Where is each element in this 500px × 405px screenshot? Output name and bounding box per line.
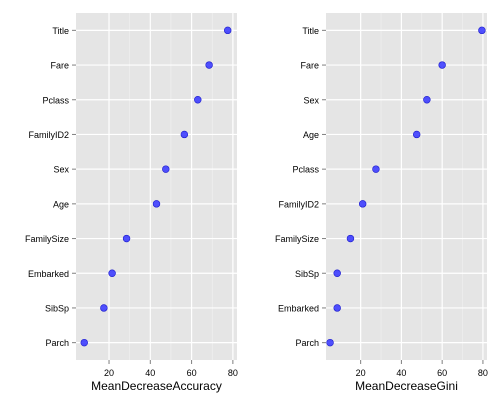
y-tick-label: SibSp (295, 269, 319, 279)
y-tick-label: Parch (295, 338, 319, 348)
y-tick-label: Age (303, 130, 319, 140)
y-tick-label: Fare (50, 61, 69, 71)
y-tick-label: Pclass (42, 95, 69, 105)
y-tick-label: Sex (303, 95, 319, 105)
x-tick-label: 20 (356, 368, 366, 378)
data-point (194, 96, 202, 104)
data-point (412, 130, 421, 139)
y-tick-label: Sex (53, 165, 69, 175)
y-tick-label: Pclass (292, 165, 319, 175)
x-tick-label: 80 (228, 368, 238, 378)
x-tick-label: 60 (187, 368, 197, 378)
data-point (122, 234, 131, 243)
data-point (326, 338, 334, 347)
y-tick-label: Embarked (278, 303, 319, 313)
data-point (358, 200, 367, 208)
data-point (438, 61, 446, 69)
y-tick-label: FamilyID2 (28, 130, 69, 140)
data-point (108, 269, 116, 277)
data-point (423, 96, 431, 104)
y-tick-label: Title (52, 26, 69, 36)
y-tick-label: Age (53, 199, 69, 209)
data-point (333, 304, 341, 312)
data-point (478, 26, 486, 35)
chart-panel-1: Title Fare Pclass FamilyID2 Sex Age FamilySize… (25, 13, 238, 393)
y-tick-label: Parch (45, 338, 69, 348)
y-tick-label: FamilySize (25, 234, 69, 244)
data-point (372, 165, 380, 173)
y-tick-label: FamilyID2 (278, 199, 319, 209)
x-tick-label: 40 (396, 368, 406, 378)
data-point (152, 200, 161, 208)
data-point (224, 26, 232, 35)
plot-background (326, 13, 487, 360)
data-point (162, 165, 170, 173)
x-tick-label: 20 (104, 368, 114, 378)
y-tick-label: SibSp (45, 303, 69, 313)
x-axis-label: MeanDecreaseAccuracy (91, 379, 222, 393)
data-point (205, 61, 213, 69)
data-point (346, 234, 355, 243)
y-tick-label: Embarked (28, 269, 69, 279)
y-tick-label: FamilySize (275, 234, 319, 244)
data-point (80, 338, 88, 347)
y-tick-label: Title (302, 26, 319, 36)
data-point (333, 269, 341, 277)
x-tick-label: 60 (437, 368, 447, 378)
x-tick-label: 80 (478, 368, 488, 378)
plot-background (76, 13, 237, 360)
x-tick-label: 40 (145, 368, 155, 378)
x-axis-label: MeanDecreaseGini (355, 379, 458, 393)
data-point (180, 130, 189, 139)
data-point (100, 304, 108, 312)
chart-panel-2: Title Fare Sex Age Pclass FamilyID2 FamilySize… (275, 13, 488, 393)
y-tick-label: Fare (300, 61, 319, 71)
